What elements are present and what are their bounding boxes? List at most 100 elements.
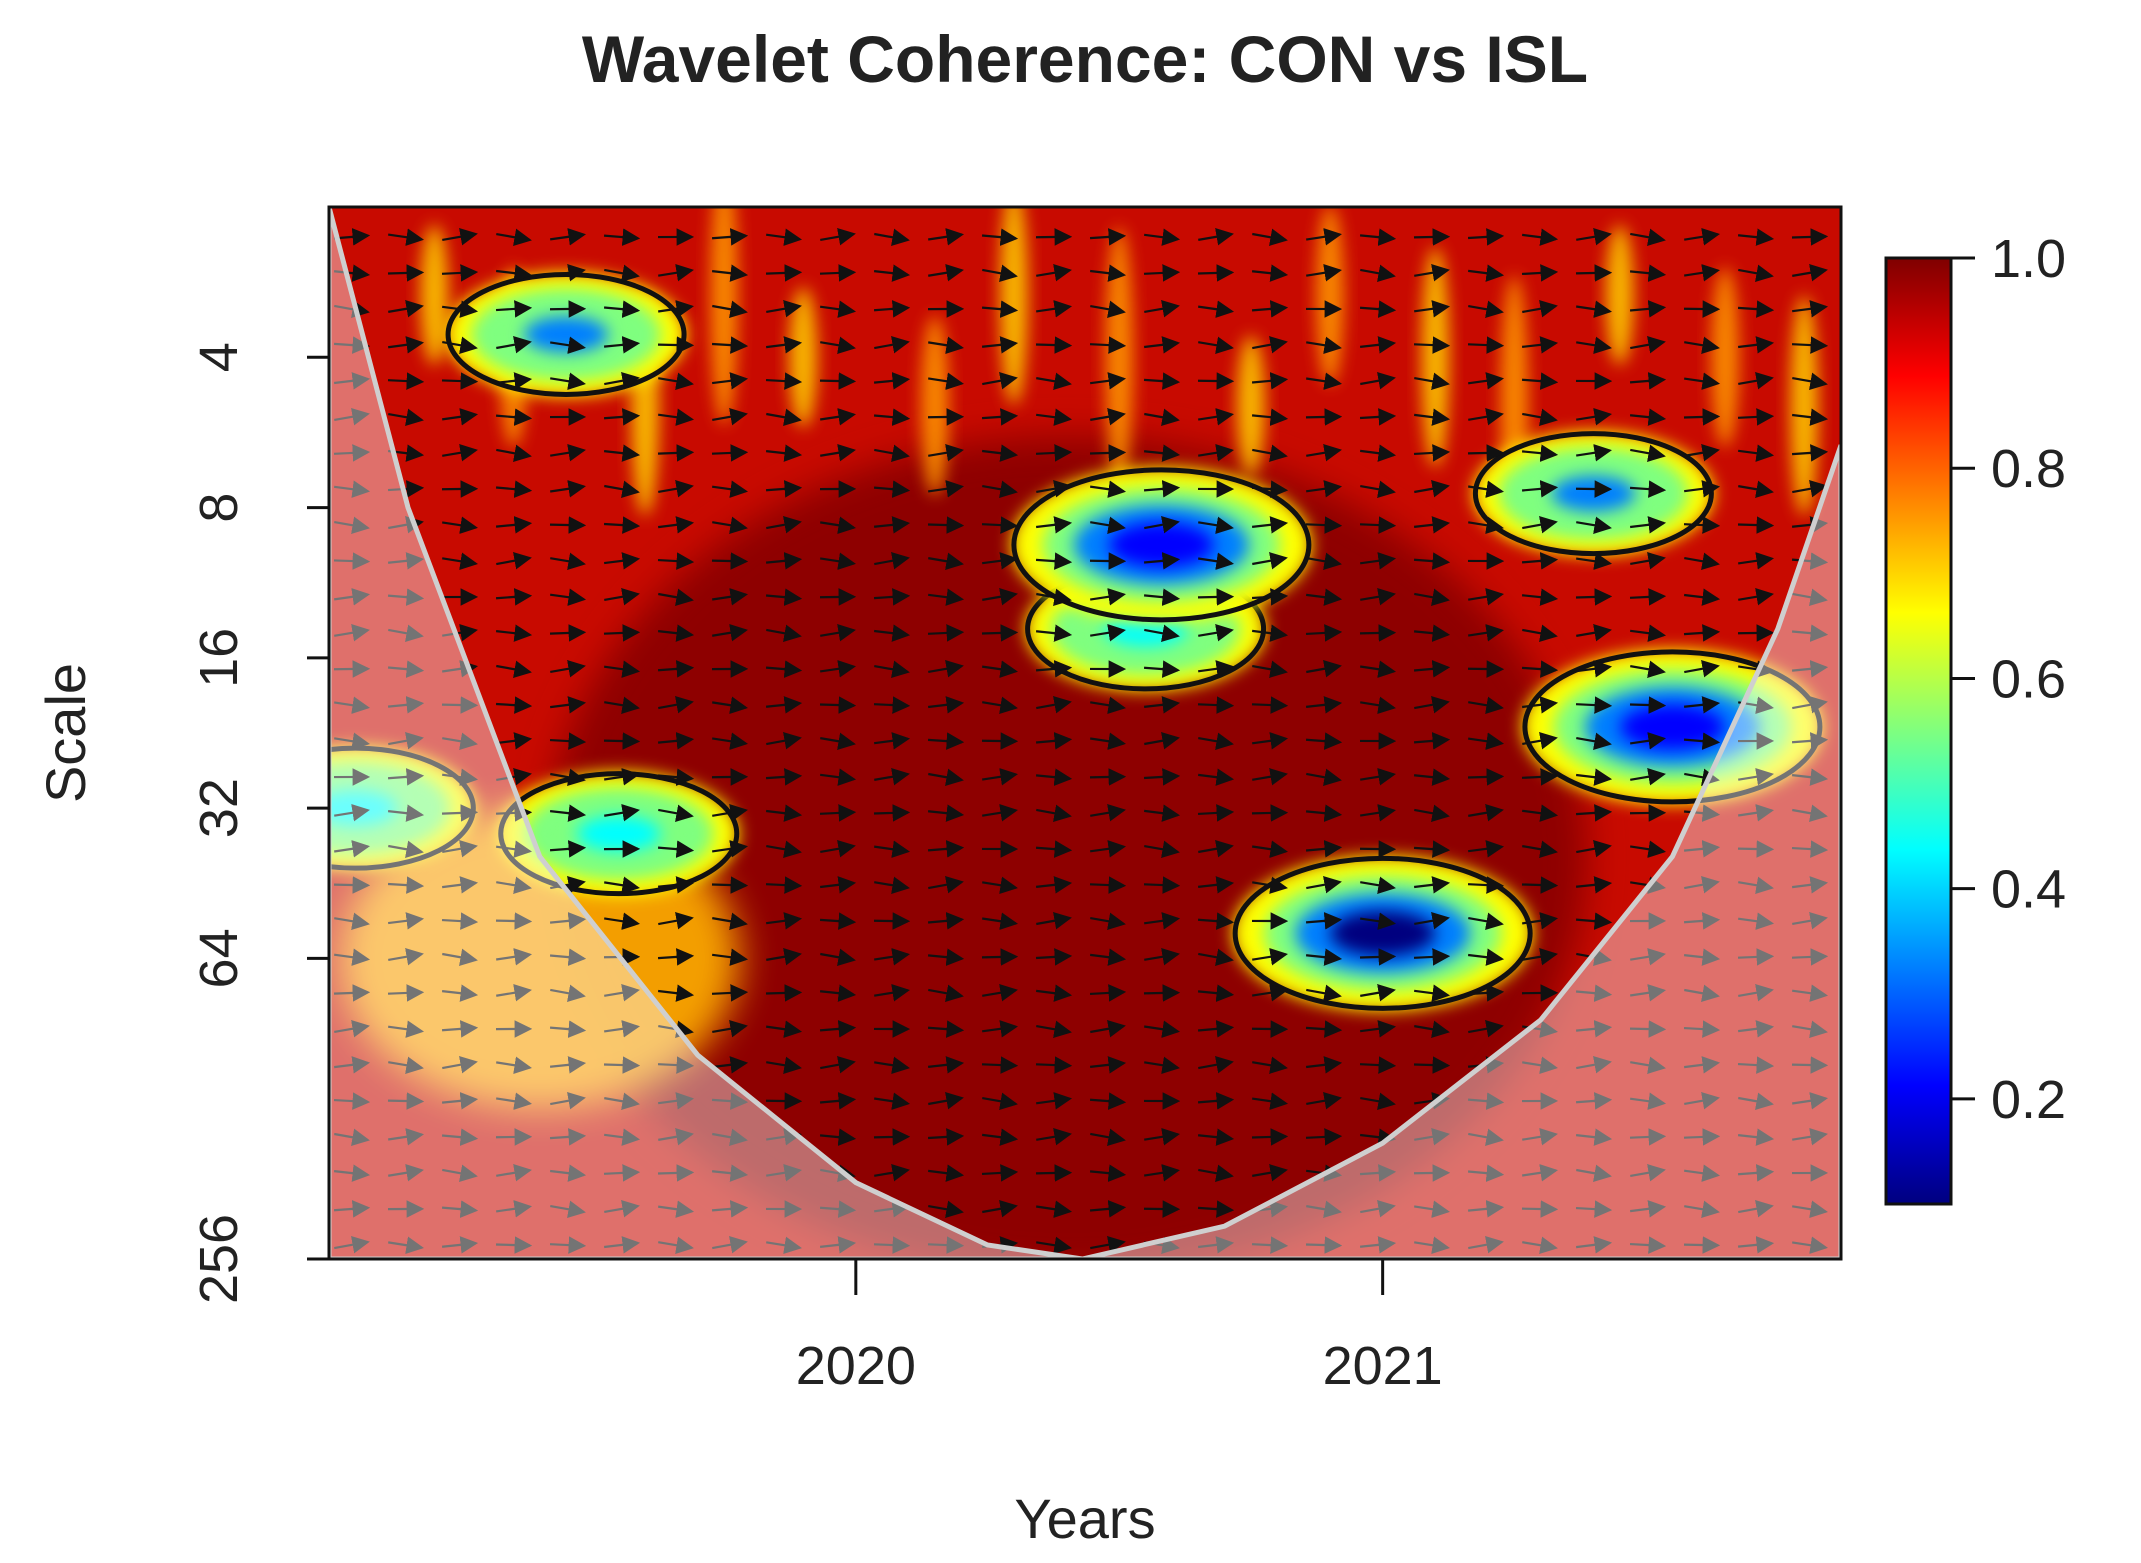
phase-arrow bbox=[1792, 1128, 1828, 1146]
phase-arrow bbox=[658, 912, 694, 930]
phase-arrow bbox=[982, 588, 1018, 606]
phase-arrow bbox=[1306, 372, 1342, 390]
phase-arrow bbox=[604, 876, 640, 894]
phase-arrow bbox=[981, 516, 1019, 534]
phase-arrow bbox=[441, 1020, 479, 1038]
phase-arrow bbox=[1575, 912, 1613, 930]
phase-arrow bbox=[1035, 732, 1073, 750]
phase-arrow bbox=[1738, 480, 1774, 498]
phase-arrow bbox=[874, 336, 910, 354]
phase-arrow bbox=[1306, 552, 1342, 570]
phase-arrow bbox=[981, 408, 1019, 426]
phase-arrow bbox=[1683, 588, 1721, 606]
phase-arrow bbox=[1576, 408, 1612, 426]
phase-arrow bbox=[1414, 480, 1450, 498]
phase-arrow bbox=[1737, 408, 1775, 426]
phase-arrow bbox=[1413, 516, 1451, 534]
phase-arrow bbox=[333, 336, 371, 354]
phase-arrow bbox=[927, 1020, 965, 1038]
phase-arrow bbox=[766, 516, 802, 534]
phase-arrow bbox=[1521, 552, 1559, 570]
phase-arrow bbox=[387, 768, 425, 786]
phase-arrow bbox=[927, 624, 965, 642]
phase-arrow bbox=[1305, 1020, 1343, 1038]
phase-arrow bbox=[1413, 408, 1451, 426]
phase-arrow bbox=[1791, 228, 1829, 246]
phase-arrow bbox=[1036, 912, 1072, 930]
phase-arrow bbox=[1467, 1200, 1505, 1218]
phase-arrow bbox=[658, 804, 694, 822]
phase-arrow bbox=[927, 804, 965, 822]
phase-arrow bbox=[766, 948, 802, 966]
phase-arrow bbox=[1144, 300, 1180, 318]
phase-arrow bbox=[604, 1092, 640, 1110]
phase-arrow bbox=[1090, 480, 1127, 498]
phase-arrow bbox=[765, 444, 803, 462]
coherence-island bbox=[445, 271, 687, 397]
phase-arrow bbox=[1468, 1236, 1504, 1254]
phase-arrow bbox=[1360, 372, 1396, 390]
phase-arrow bbox=[496, 552, 532, 570]
phase-arrow bbox=[657, 768, 695, 786]
phase-arrow bbox=[928, 660, 964, 678]
phase-arrow bbox=[873, 516, 911, 534]
phase-arrow bbox=[1522, 1236, 1558, 1254]
phase-arrow bbox=[1251, 696, 1289, 714]
phase-arrow bbox=[496, 660, 532, 678]
phase-arrow bbox=[1143, 696, 1181, 714]
phase-arrow bbox=[550, 336, 586, 354]
phase-arrow bbox=[1468, 1128, 1504, 1146]
phase-arrow bbox=[496, 336, 532, 354]
phase-arrow bbox=[604, 480, 640, 498]
phase-arrow bbox=[1629, 1020, 1667, 1038]
phase-arrow bbox=[712, 696, 748, 714]
phase-arrow bbox=[441, 1236, 479, 1254]
phase-arrow bbox=[766, 300, 802, 318]
phase-arrow bbox=[1737, 1164, 1775, 1182]
phase-arrow bbox=[927, 732, 965, 750]
phase-arrow bbox=[927, 1236, 965, 1254]
phase-arrow bbox=[1252, 1092, 1289, 1110]
phase-arrow bbox=[1629, 516, 1667, 534]
phase-arrow bbox=[873, 1236, 911, 1254]
phase-arrow bbox=[1467, 444, 1505, 462]
colorbar bbox=[1884, 256, 1953, 1206]
heat-streak bbox=[1605, 224, 1634, 365]
phase-arrow bbox=[1305, 588, 1343, 606]
phase-arrow bbox=[1305, 696, 1343, 714]
phase-arrow bbox=[496, 840, 533, 858]
phase-arrow bbox=[496, 768, 532, 786]
phase-arrow bbox=[1198, 840, 1234, 858]
phase-arrow bbox=[1684, 1200, 1720, 1218]
phase-arrow bbox=[442, 552, 478, 570]
phase-arrow bbox=[603, 300, 641, 318]
phase-arrow bbox=[928, 1092, 964, 1110]
phase-arrow bbox=[1035, 840, 1073, 858]
phase-arrow bbox=[1737, 336, 1775, 354]
phase-arrow bbox=[874, 1200, 911, 1218]
cone-of-influence bbox=[329, 207, 1841, 1259]
phase-arrow bbox=[1089, 1164, 1127, 1182]
phase-arrow bbox=[387, 660, 425, 678]
phase-arrow bbox=[927, 516, 965, 534]
phase-arrow bbox=[1035, 336, 1073, 354]
phase-arrow bbox=[1791, 516, 1829, 534]
phase-arrow bbox=[1414, 984, 1451, 1002]
phase-arrow bbox=[1143, 804, 1181, 822]
coherence-island bbox=[1232, 855, 1533, 1011]
colorbar-ticks: 1.0 0.8 0.6 0.4 0.2 bbox=[1951, 229, 2066, 1130]
phase-arrow bbox=[1522, 300, 1558, 318]
heat-streak bbox=[1236, 335, 1265, 476]
phase-arrow bbox=[927, 696, 965, 714]
phase-arrow bbox=[1306, 876, 1342, 894]
phase-arrow bbox=[550, 480, 586, 498]
phase-arrow bbox=[1197, 984, 1235, 1002]
phase-arrow bbox=[1036, 804, 1072, 822]
phase-arrow bbox=[1467, 1164, 1505, 1182]
phase-arrow bbox=[334, 588, 371, 606]
y-axis: 4 8 16 32 64 256 bbox=[189, 342, 329, 1304]
phase-arrow bbox=[442, 840, 478, 858]
phase-arrow bbox=[1359, 408, 1397, 426]
phase-arrow bbox=[495, 912, 533, 930]
phase-arrow bbox=[1738, 444, 1775, 462]
